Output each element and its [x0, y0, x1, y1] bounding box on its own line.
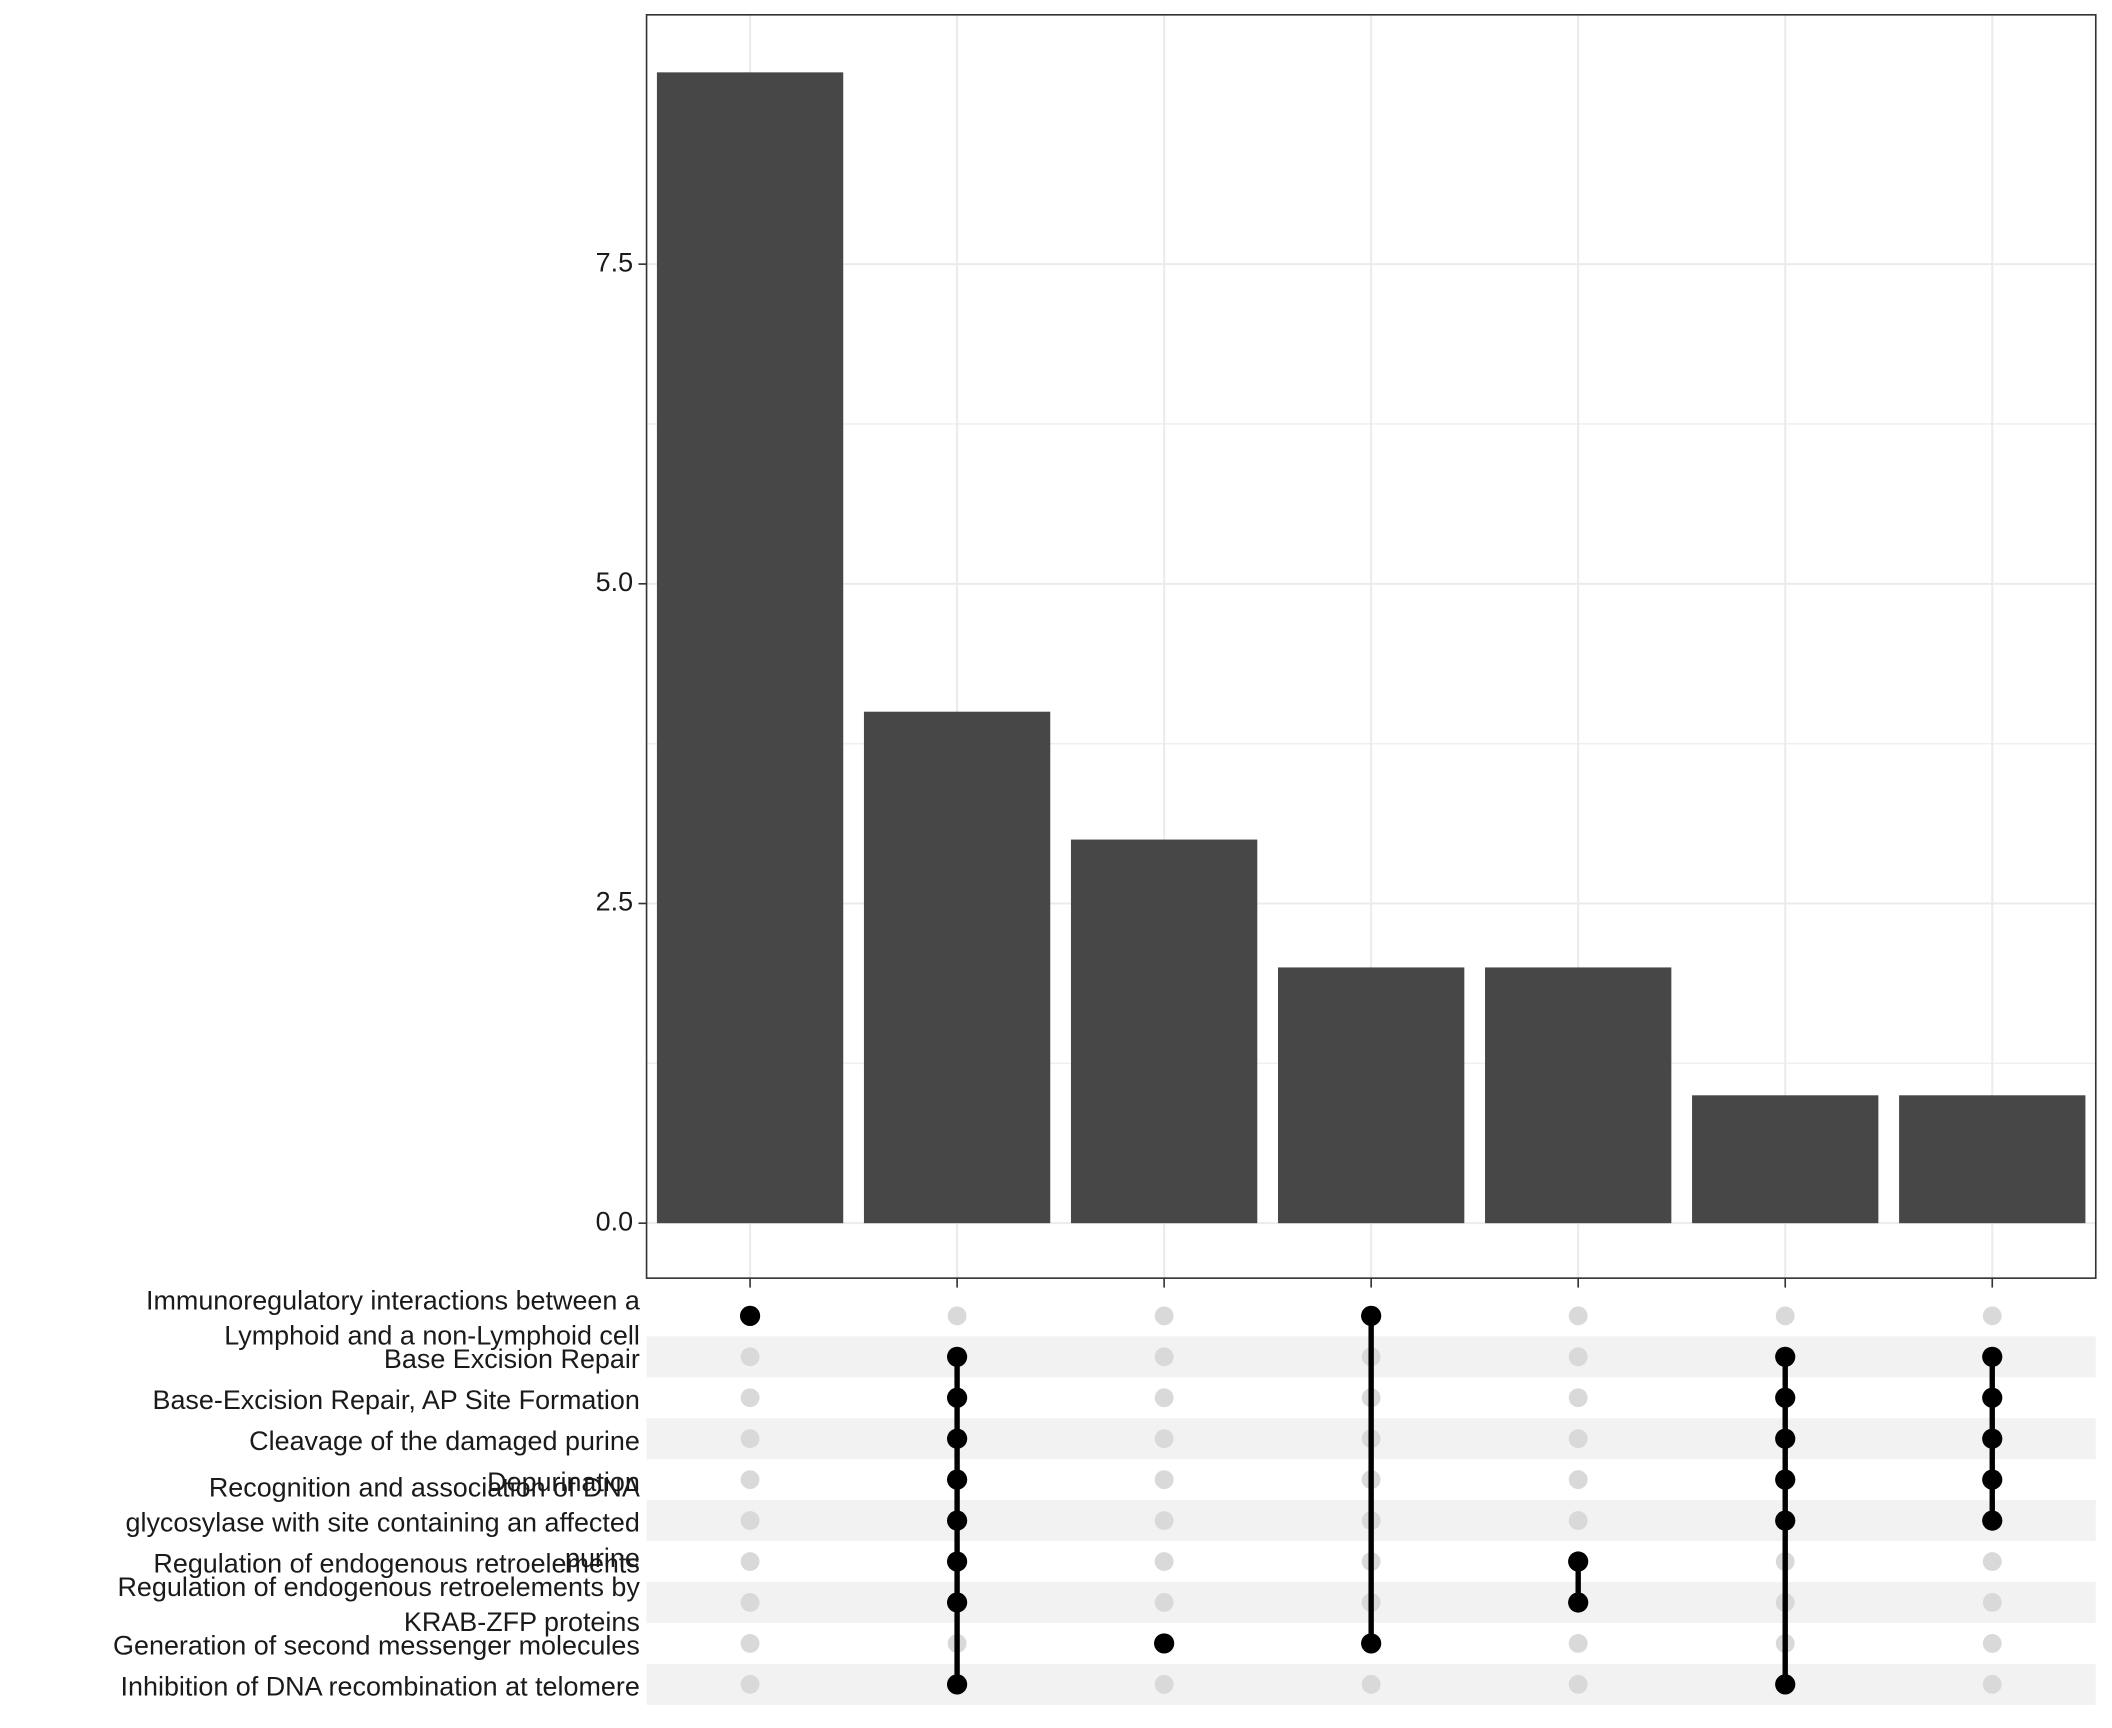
member-dot — [1154, 1633, 1175, 1654]
empty-dot — [1982, 1633, 2002, 1653]
set-label: Regulation of endogenous retroelements b… — [117, 1572, 640, 1602]
empty-dot — [740, 1470, 760, 1490]
empty-dot — [740, 1593, 760, 1612]
empty-dot — [1568, 1429, 1588, 1449]
set-label: Lymphoid and a non-Lymphoid cell — [224, 1321, 640, 1351]
y-tick-label: 7.5 — [596, 247, 633, 277]
member-dot — [1982, 1428, 2003, 1449]
empty-dot — [1775, 1306, 1795, 1326]
set-label: Depurination — [487, 1467, 640, 1497]
bar — [1899, 1095, 2086, 1224]
set-label: Generation of second messenger molecules — [113, 1631, 640, 1661]
empty-dot — [1982, 1306, 2002, 1326]
member-dot — [947, 1428, 968, 1449]
y-tick-label: 2.5 — [596, 887, 633, 917]
member-dot — [1361, 1305, 1382, 1326]
set-label: Base Excision Repair — [384, 1344, 640, 1374]
empty-dot — [1982, 1593, 2002, 1612]
empty-dot — [1982, 1552, 2002, 1571]
empty-dot — [740, 1633, 760, 1653]
member-dot — [1775, 1387, 1796, 1408]
member-dot — [1775, 1469, 1796, 1490]
member-dot — [1361, 1633, 1382, 1654]
empty-dot — [1154, 1306, 1174, 1326]
empty-dot — [1568, 1347, 1588, 1367]
bar — [1277, 967, 1465, 1224]
empty-dot — [1154, 1552, 1174, 1571]
set-label: Regulation of endogenous retroelements — [153, 1549, 639, 1579]
bar — [1692, 1095, 1879, 1224]
empty-dot — [1568, 1306, 1588, 1326]
set-label: Inhibition of DNA recombination at telom… — [121, 1672, 640, 1702]
member-dot — [947, 1510, 968, 1531]
y-tick-label: 0.0 — [596, 1206, 633, 1236]
empty-dot — [1568, 1511, 1588, 1531]
set-label: Base-Excision Repair, AP Site Formation — [152, 1385, 639, 1415]
empty-dot — [1154, 1470, 1174, 1490]
member-dot — [1775, 1428, 1796, 1449]
member-dot — [1982, 1346, 2003, 1367]
member-dot — [947, 1387, 968, 1408]
empty-dot — [1154, 1347, 1174, 1367]
set-label: purine — [565, 1543, 640, 1573]
empty-dot — [740, 1347, 760, 1367]
empty-dot — [1154, 1511, 1174, 1531]
empty-dot — [1568, 1388, 1588, 1408]
empty-dot — [1154, 1429, 1174, 1449]
empty-dot — [1361, 1674, 1381, 1694]
empty-dot — [1154, 1674, 1174, 1694]
set-label: Cleavage of the damaged purine — [249, 1426, 640, 1456]
empty-dot — [740, 1674, 760, 1694]
empty-dot — [1568, 1633, 1588, 1653]
member-dot — [1775, 1674, 1796, 1695]
empty-dot — [1154, 1593, 1174, 1612]
member-dot — [1568, 1551, 1589, 1572]
member-dot — [739, 1305, 761, 1326]
set-label: glycosylase with site containing an affe… — [125, 1508, 639, 1538]
set-label: Immunoregulatory interactions between a — [146, 1286, 640, 1316]
set-label: KRAB-ZFP proteins — [404, 1607, 640, 1637]
empty-dot — [740, 1552, 760, 1571]
member-dot — [1775, 1346, 1796, 1367]
plot-border — [645, 14, 2097, 1279]
bar — [1485, 967, 1672, 1224]
set-label: Recognition and association of DNA — [209, 1473, 640, 1503]
member-dot — [947, 1674, 968, 1695]
empty-dot — [740, 1429, 760, 1449]
empty-dot — [1568, 1674, 1588, 1694]
bar — [656, 72, 844, 1224]
bar — [863, 711, 1051, 1224]
empty-dot — [1568, 1470, 1588, 1490]
member-dot — [1568, 1592, 1589, 1613]
member-dot — [1982, 1387, 2003, 1408]
bar — [1070, 839, 1258, 1224]
empty-dot — [947, 1306, 967, 1326]
member-dot — [1775, 1510, 1796, 1531]
member-dot — [947, 1346, 968, 1367]
empty-dot — [1154, 1388, 1174, 1408]
empty-dot — [1982, 1674, 2002, 1694]
member-dot — [947, 1551, 968, 1572]
member-dot — [947, 1592, 968, 1613]
member-dot — [1982, 1469, 2003, 1490]
empty-dot — [740, 1511, 760, 1531]
member-dot — [1982, 1510, 2003, 1531]
y-tick-label: 5.0 — [596, 567, 633, 597]
member-dot — [947, 1469, 968, 1490]
empty-dot — [740, 1388, 760, 1408]
